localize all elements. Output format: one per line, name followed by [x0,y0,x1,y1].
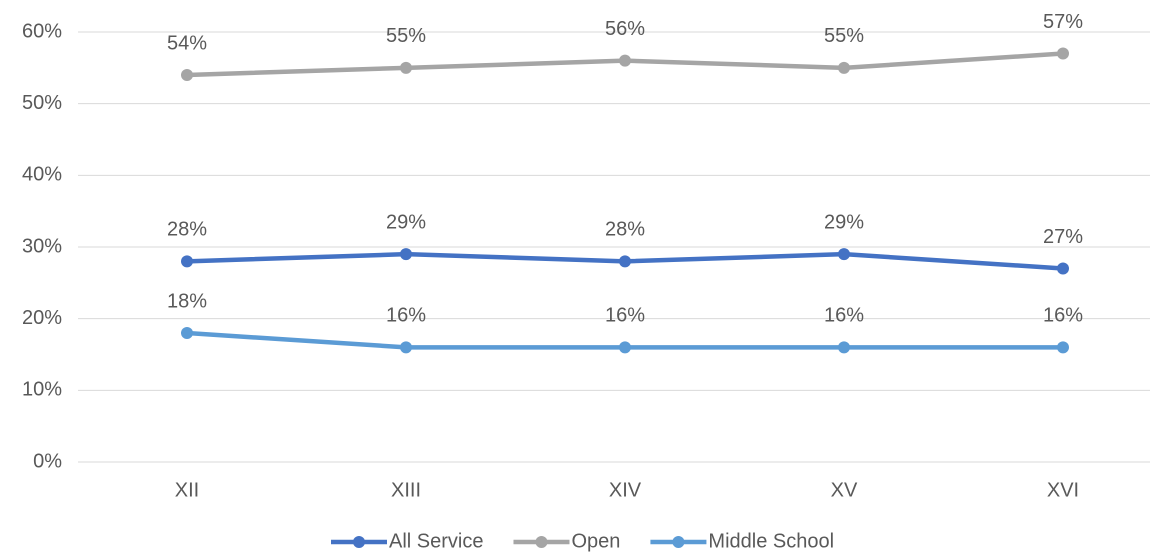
y-tick-label: 50% [22,92,62,114]
y-tick-label: 20% [22,307,62,329]
legend-marker [672,536,685,548]
data-label: 54% [167,32,207,54]
data-label: 28% [167,219,207,241]
data-label: 56% [605,18,645,40]
data-label: 27% [1043,226,1083,248]
data-point [400,341,412,354]
data-point [619,341,631,354]
data-label: 29% [386,211,426,233]
legend-marker [353,536,365,548]
legend-label: Middle School [708,530,834,552]
x-tick-label: XII [175,479,199,501]
data-label: 16% [1043,305,1083,327]
y-tick-label: 10% [22,379,62,401]
data-point [1057,341,1069,354]
data-label: 55% [824,25,864,47]
data-point [181,255,193,268]
data-point [1057,262,1069,275]
data-point [181,327,193,339]
x-tick-label: XIII [391,479,421,501]
data-label: 55% [386,25,426,47]
data-point [181,69,193,81]
data-label: 16% [824,305,864,327]
x-tick-label: XV [831,479,858,501]
data-label: 16% [605,305,645,327]
data-point [400,61,412,74]
data-label: 16% [386,305,426,327]
y-tick-label: 40% [22,164,62,186]
legend-marker [535,536,548,548]
data-point [838,341,850,354]
legend-label: Open [571,530,620,552]
data-point [1057,47,1069,60]
data-point [838,61,850,74]
data-point [400,248,412,261]
data-label: 29% [824,211,864,233]
data-label: 28% [605,219,645,241]
data-point [619,255,631,268]
data-label: 18% [167,290,207,312]
y-tick-label: 0% [33,450,62,472]
x-tick-label: XVI [1047,479,1079,501]
legend-label: All Service [389,530,483,552]
x-tick-label: XIV [609,479,642,501]
data-point [619,54,631,67]
y-tick-label: 30% [22,235,62,257]
data-label: 57% [1043,11,1083,33]
data-point [838,248,850,261]
y-tick-label: 60% [22,20,62,42]
